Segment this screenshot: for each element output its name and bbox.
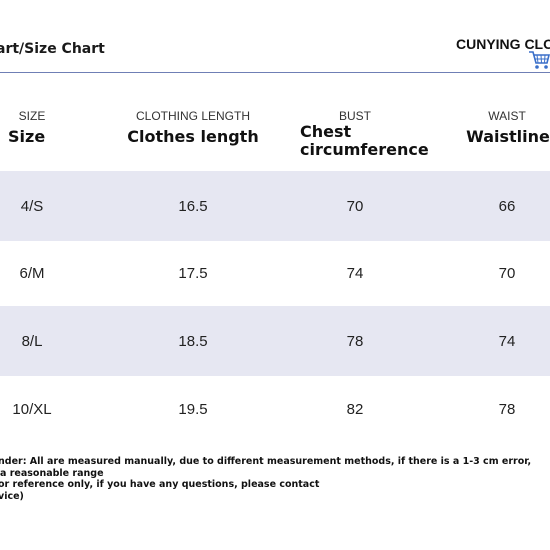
- note-line: a reasonable range: [0, 467, 104, 479]
- shopping-cart-icon: [529, 51, 550, 69]
- col-waist-en: WAIST: [488, 109, 526, 123]
- table-row: 8/L 18.5 78 74: [0, 306, 550, 376]
- cell-size: 4/S: [20, 197, 44, 215]
- cell-bust: 78: [346, 332, 364, 350]
- table-row: 4/S 16.5 70 66: [0, 171, 550, 241]
- cell-bust: 70: [346, 197, 364, 215]
- measurement-notes: nder: All are measured manually, due to …: [0, 456, 531, 502]
- table-row: 6/M 17.5 74 70: [0, 238, 550, 308]
- header: art/Size Chart CUNYING CLO: [0, 20, 550, 72]
- cell-length: 18.5: [178, 332, 208, 350]
- cell-size: 8/L: [21, 332, 43, 350]
- col-bust-en: BUST: [338, 109, 372, 123]
- col-bust-label: Chest circumference: [300, 123, 429, 159]
- cell-waist: 74: [498, 332, 516, 350]
- table-header-row: SIZE Size CLOTHING LENGTH Clothes length…: [0, 100, 550, 170]
- cell-length: 19.5: [178, 400, 208, 418]
- note-line: vice): [0, 490, 24, 502]
- col-waist-label: Waistline: [466, 127, 550, 146]
- top-band: [0, 0, 550, 20]
- cell-waist: 70: [498, 264, 516, 282]
- col-bust-label-line2: circumference: [300, 140, 429, 159]
- header-divider: [0, 72, 550, 73]
- cell-bust: 74: [346, 264, 364, 282]
- cell-size: 6/M: [19, 264, 45, 282]
- col-size-label: Size: [8, 127, 46, 146]
- cell-size: 10/XL: [12, 400, 52, 418]
- cell-length: 17.5: [178, 264, 208, 282]
- cell-bust: 82: [346, 400, 364, 418]
- note-line: nder: All are measured manually, due to …: [0, 456, 532, 467]
- col-size-en: SIZE: [18, 109, 46, 123]
- brand-name: CUNYING CLO: [456, 36, 550, 52]
- cell-waist: 78: [498, 400, 516, 418]
- col-bust-label-line1: Chest: [300, 122, 352, 141]
- cell-waist: 66: [498, 197, 516, 215]
- page-title: art/Size Chart: [0, 41, 105, 57]
- cell-length: 16.5: [178, 197, 208, 215]
- col-length-en: CLOTHING LENGTH: [135, 109, 251, 123]
- table-row: 10/XL 19.5 82 78: [0, 374, 550, 444]
- note-line: or reference only, if you have any quest…: [0, 479, 320, 490]
- col-length-label: Clothes length: [127, 127, 259, 146]
